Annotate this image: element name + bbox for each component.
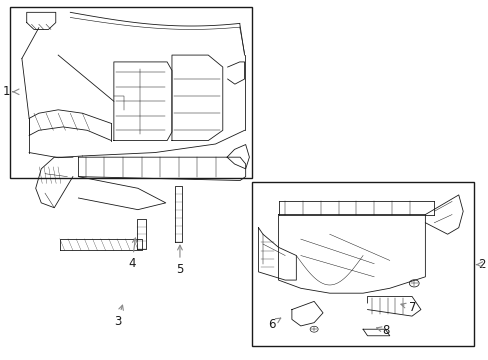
Text: 3: 3 <box>113 305 123 328</box>
Text: 1: 1 <box>2 85 10 98</box>
Text: 4: 4 <box>128 238 137 270</box>
Text: 7: 7 <box>400 301 416 314</box>
Text: 8: 8 <box>376 324 389 337</box>
Text: 5: 5 <box>176 245 183 276</box>
Text: 6: 6 <box>267 318 280 330</box>
Bar <box>251 182 473 346</box>
Bar <box>10 7 251 178</box>
Text: 2: 2 <box>477 258 485 271</box>
